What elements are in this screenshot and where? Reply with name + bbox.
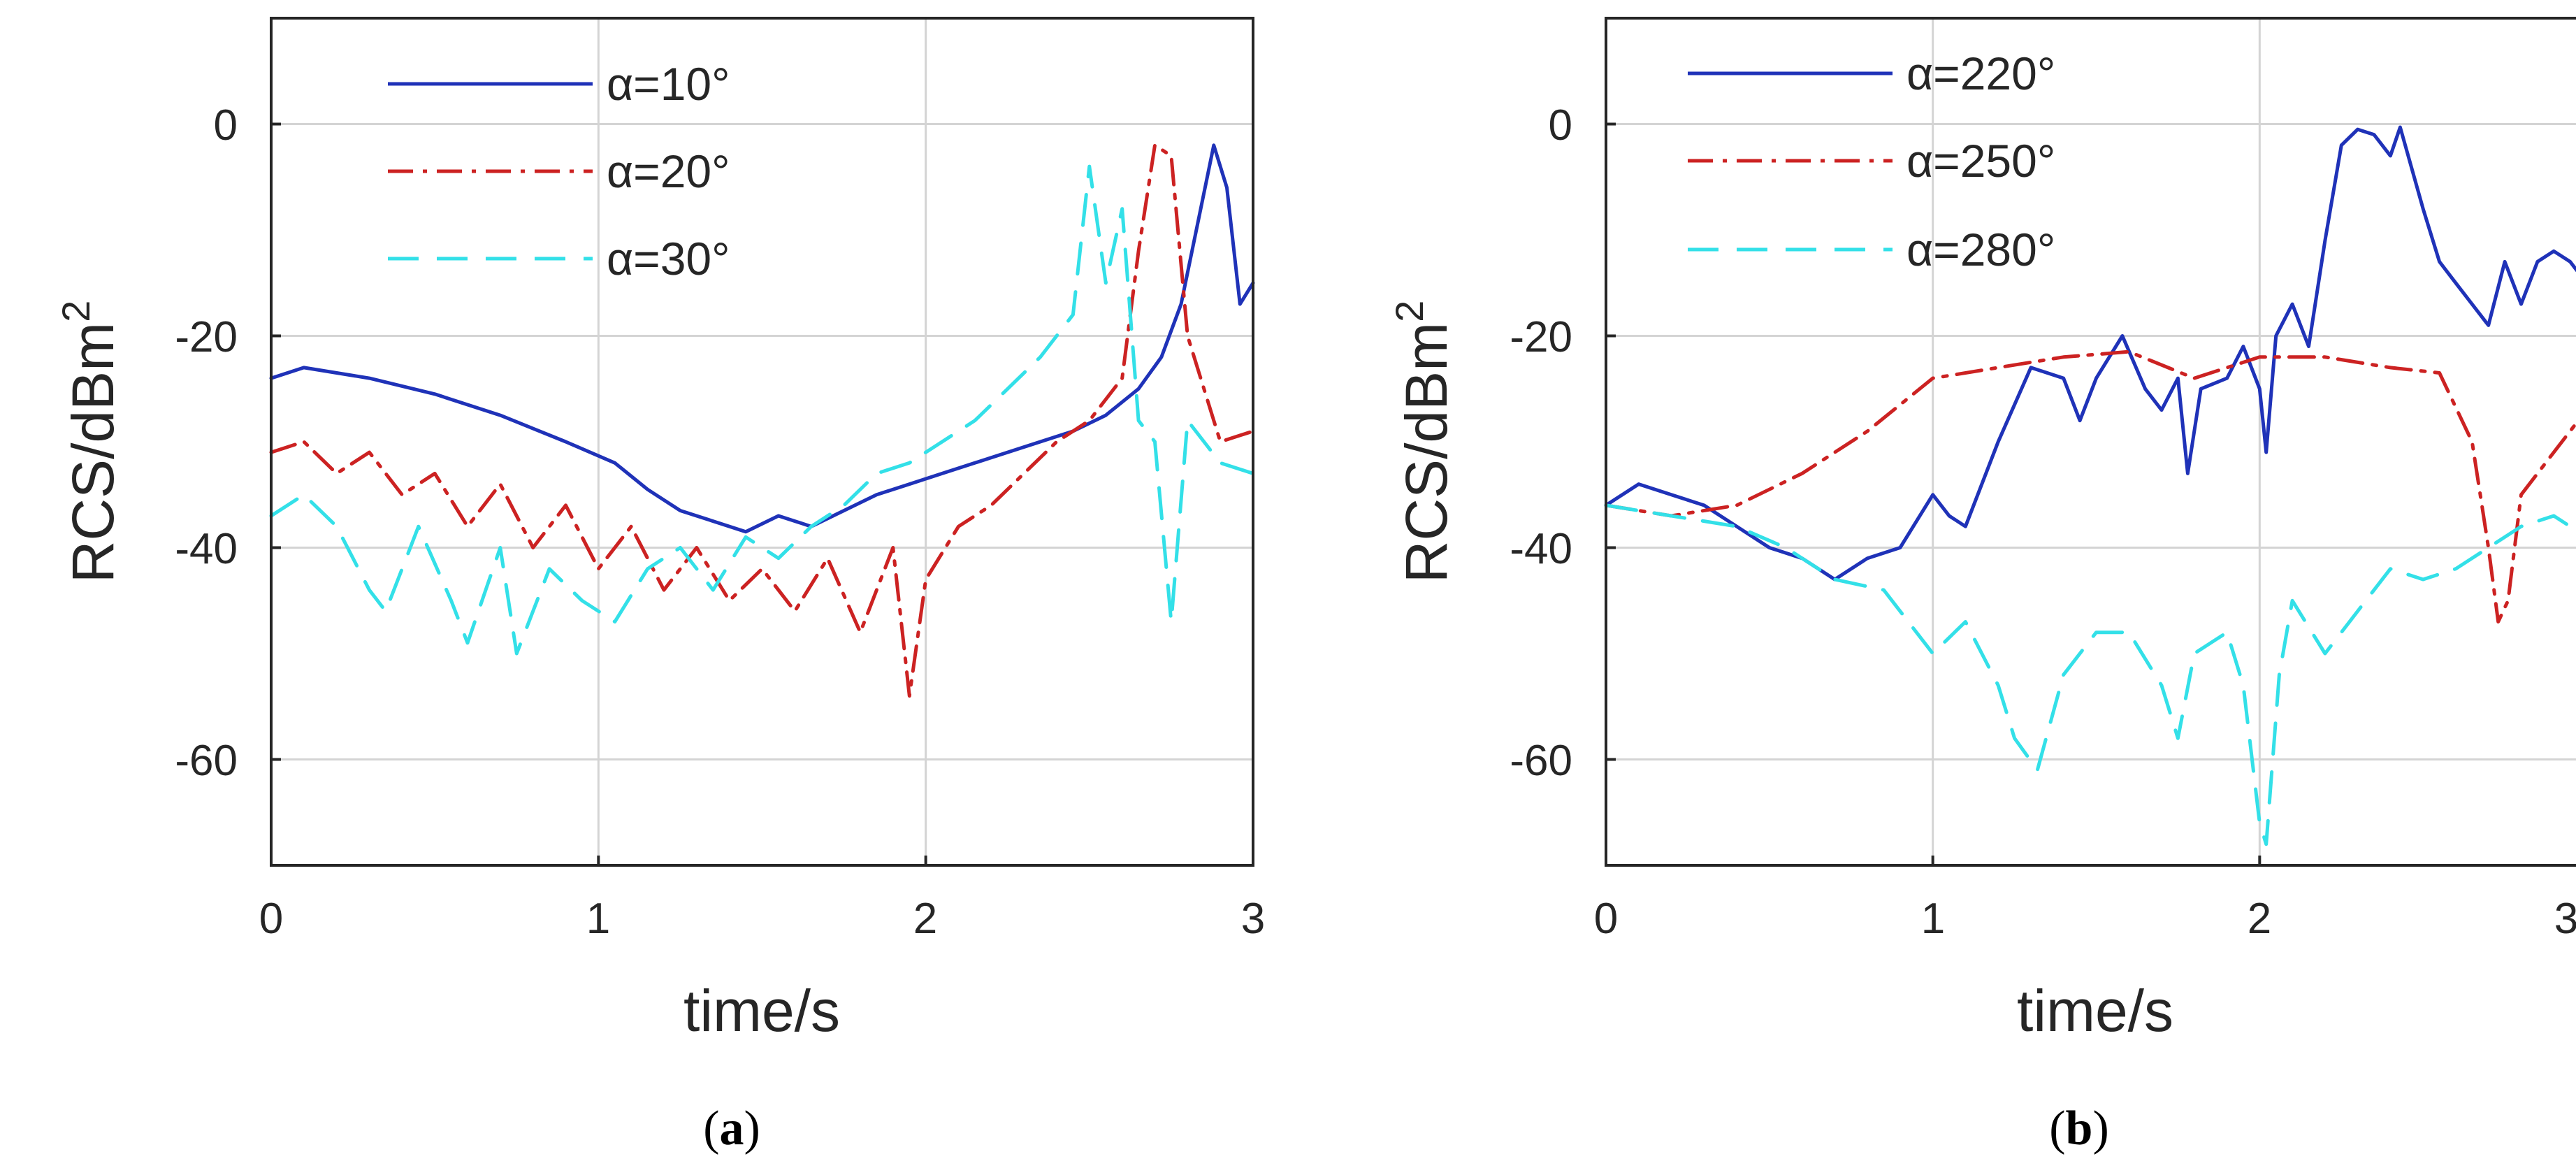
panel-b: 0 -20 -40 -60 0 1 2 3 time/s RCS/dBm2 α=… [1387,17,2576,1155]
legend-label-alpha-30: α=30° [607,233,730,284]
panel-a: 0 -20 -40 -60 0 1 2 3 time/s RCS/dBm2 α=… [54,17,1265,1155]
series-line-b-2 [1604,503,2576,846]
x-tick-label: 2 [913,895,937,943]
caption-b: (b) [2049,1102,2109,1155]
y-axis-label-text: RCS/dBm [1394,322,1459,583]
plot-border-a [270,17,1254,867]
y-axis-label-superscript: 2 [54,301,98,322]
series-group-a [269,143,1255,698]
x-tick-label: 1 [586,895,610,943]
caption-close-paren: ) [2092,1102,2108,1155]
legend-label-alpha-280: α=280° [1906,224,2055,275]
legend-label-alpha-10: α=10° [607,58,730,110]
legend-label-alpha-220: α=220° [1906,48,2055,99]
x-tick-label: 0 [259,895,283,943]
x-axis-label-a: time/s [683,978,840,1044]
caption-letter-a: a [720,1102,744,1155]
y-tick-label: -20 [1510,313,1572,361]
x-axis-label-b: time/s [2017,978,2173,1044]
y-tick-label: -60 [175,737,238,785]
y-tick-label: -40 [1510,525,1572,573]
x-tick-label: 3 [2554,895,2576,943]
y-axis-label-superscript: 2 [1387,301,1431,322]
y-tick-label: 0 [1549,101,1572,150]
caption-a: (a) [703,1102,760,1155]
caption-open-paren: ( [2049,1102,2065,1155]
legend-b: α=220° α=250° α=280° [1688,48,2055,275]
series-group-b [1604,125,2576,846]
series-line-a-2 [269,164,1255,656]
y-tick-label: 0 [214,101,238,150]
ticks-a: 0 -20 -40 -60 0 1 2 3 [175,101,1265,943]
y-axis-label-text: RCS/dBm [60,322,126,583]
y-tick-label: -20 [175,313,238,361]
legend-label-alpha-250: α=250° [1906,135,2055,187]
y-axis-label-b: RCS/dBm2 [1387,301,1459,584]
series-line-a-0 [269,143,1255,534]
x-tick-label: 3 [1241,895,1265,943]
caption-letter-b: b [2066,1102,2093,1155]
plot-area-a [270,17,1254,867]
series-line-b-0 [1604,125,2576,582]
y-tick-label: -60 [1510,737,1572,785]
plot-area-b [1605,17,2576,867]
plot-border-b [1605,17,2576,867]
y-axis-label-a: RCS/dBm2 [54,301,126,584]
x-tick-label: 2 [2248,895,2271,943]
caption-open-paren: ( [703,1102,719,1155]
legend-a: α=10° α=20° α=30° [388,58,730,284]
x-tick-label: 0 [1594,895,1618,943]
series-line-b-1 [1604,349,2576,623]
y-tick-label: -40 [175,525,238,573]
caption-close-paren: ) [744,1102,760,1155]
legend-label-alpha-20: α=20° [607,145,730,197]
ticks-b: 0 -20 -40 -60 0 1 2 3 [1510,101,2576,943]
x-tick-label: 1 [1921,895,1945,943]
